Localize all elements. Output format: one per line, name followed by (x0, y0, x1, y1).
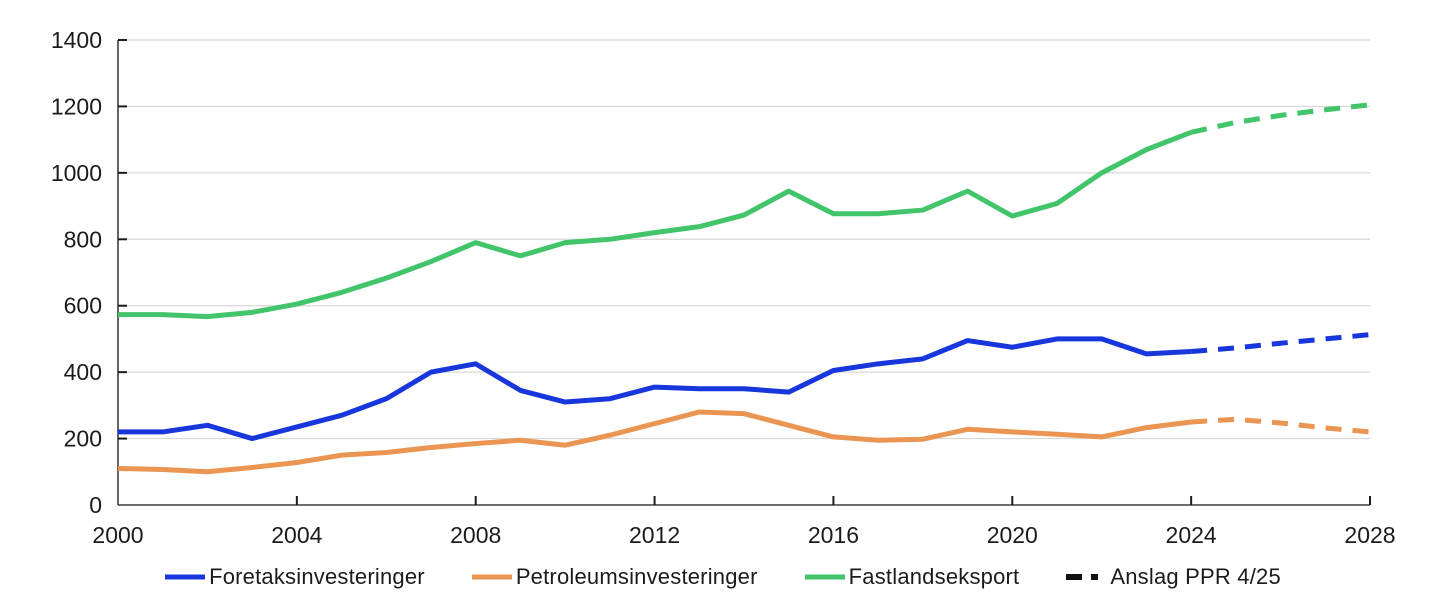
legend-item-petroleumsinvesteringer: Petroleumsinvesteringer (471, 564, 758, 590)
x-tick-label: 2028 (1344, 522, 1395, 548)
legend-item-fastlandseksport: Fastlandseksport (804, 564, 1020, 590)
y-tick-label: 0 (89, 492, 102, 518)
legend-item-fastlandseksport-label: Fastlandseksport (848, 564, 1020, 589)
legend-item-anslag: Anslag PPR 4/25 (1065, 564, 1281, 590)
legend-item-anslag-swatch (1066, 574, 1107, 580)
y-tick-label: 400 (64, 359, 102, 385)
x-tick-label: 2008 (450, 522, 501, 548)
x-tick-label: 2000 (92, 522, 143, 548)
y-tick-label: 1400 (51, 27, 102, 53)
y-tick-label: 200 (64, 426, 102, 452)
y-tick-label: 1000 (51, 160, 102, 186)
y-tick-label: 600 (64, 293, 102, 319)
series-line-fastlandseksport (118, 130, 1193, 320)
legend-item-fastlandseksport-swatch (804, 574, 845, 580)
legend-item-foretaksinvesteringer-label: Foretaksinvesteringer (209, 564, 425, 589)
line-chart: 0 200 400 600 800 1000 1200 1400 2000 2004 2008 201… (51, 27, 1396, 548)
series-line-petroleumsinvesteringer (117, 409, 1192, 475)
x-tick-label: 2016 (808, 522, 859, 548)
legend-item-foretaksinvesteringer: Foretaksinvesteringer (164, 564, 425, 590)
series-line-foretaksinvesteringer (118, 336, 1192, 442)
series-forecast-line-foretaksinvesteringer (1190, 332, 1371, 355)
legend-item-petroleumsinvesteringer-label: Petroleumsinvesteringer (515, 564, 758, 589)
legend-item-anslag-label: Anslag PPR 4/25 (1110, 564, 1281, 589)
x-tick-label: 2004 (271, 522, 322, 548)
y-tick-label: 1200 (51, 93, 102, 119)
series-forecast-line-petroleumsinvesteringer (1190, 416, 1371, 435)
x-tick-label: 2012 (629, 522, 680, 548)
chart-legend: Foretaksinvesteringer Petroleumsinvesteri… (0, 556, 1445, 598)
legend-item-foretaksinvesteringer-swatch (165, 574, 206, 580)
x-tick-label: 2020 (987, 522, 1038, 548)
x-tick-label: 2024 (1166, 522, 1217, 548)
series-forecast-line-fastlandseksport (1190, 102, 1371, 135)
y-tick-label: 800 (64, 226, 102, 252)
legend-item-petroleumsinvesteringer-swatch (471, 574, 512, 580)
